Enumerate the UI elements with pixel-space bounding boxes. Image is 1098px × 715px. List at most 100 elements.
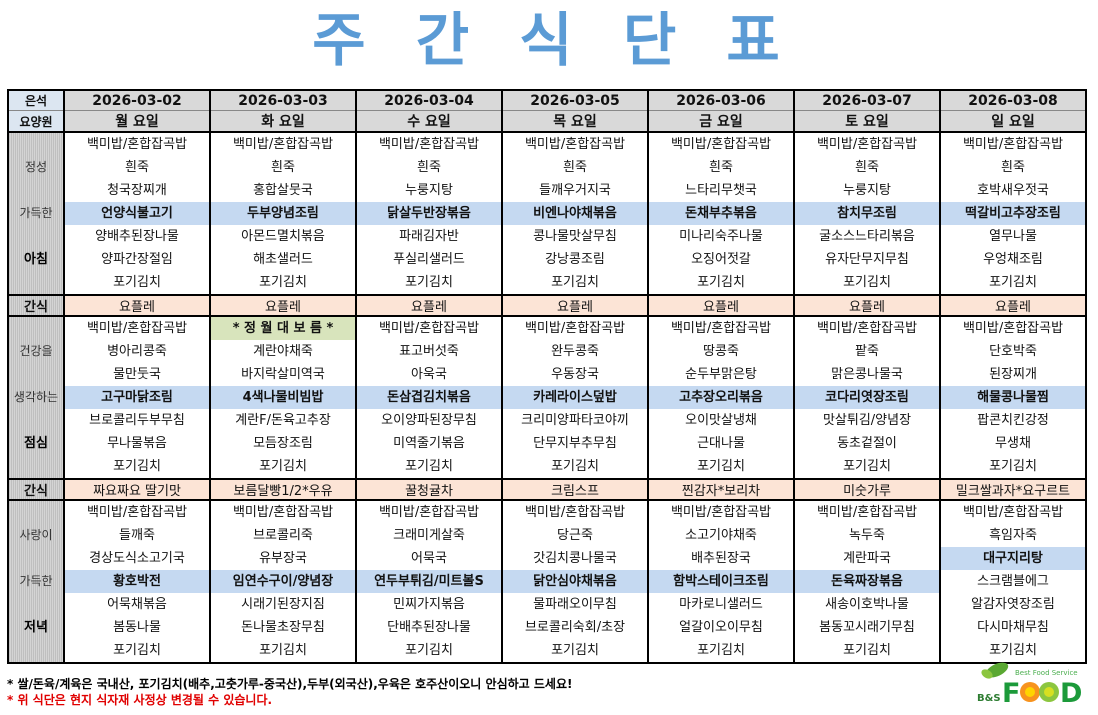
- menu-item: 포기김치: [259, 459, 307, 474]
- menu-item: 돈나물초장무침: [241, 620, 325, 635]
- menu-item: 백미밥/혼합잡곡밥: [86, 321, 188, 336]
- menu-item: 포기김치: [843, 275, 891, 290]
- menu-item: 우동장국: [551, 367, 599, 382]
- menu-item: 해초샐러드: [253, 252, 313, 267]
- main-dish: 떡갈비고추장조림: [942, 202, 1084, 225]
- origin-note: * 쌀/돈육/계육은 국내산, 포기김치(배추,고춧가루-중국산),두부(외국산…: [7, 677, 573, 691]
- day-menu-cell: 백미밥/혼합잡곡밥 흰죽 들깨우거지국 비엔나야채볶음 콩나물맛살무침 강낭콩조림 포기김치: [501, 131, 649, 296]
- meal-label: 저녁: [24, 620, 48, 635]
- menu-item: 콩나물맛살무침: [533, 229, 617, 244]
- menu-item: 백미밥/혼합잡곡밥: [232, 137, 334, 152]
- menu-item: 포기김치: [843, 459, 891, 474]
- meal-row: 사랑이 가득한 저녁 백미밥/혼합잡곡밥 들깨죽 경상도식소고기국 황호박전 어묵채볶음 봄동나…: [7, 499, 1087, 664]
- snack-item: 미숫가루: [793, 478, 941, 501]
- menu-item: 굴소스느타리볶음: [819, 229, 915, 244]
- main-dish: 연두부튀김/미트볼S: [358, 570, 500, 593]
- menu-item: 미역줄기볶음: [393, 436, 465, 451]
- snack-item: 요플레: [793, 294, 941, 317]
- menu-item: 청국장찌개: [107, 183, 167, 198]
- snack-item: 요플레: [501, 294, 649, 317]
- menu-item: 포기김치: [405, 459, 453, 474]
- date-header: 2026-03-07: [793, 89, 941, 111]
- menu-item: 포기김치: [989, 459, 1037, 474]
- snack-item: 찐감자*보리차: [647, 478, 795, 501]
- meal-label: 건강을: [19, 344, 53, 358]
- menu-item: 흰죽: [271, 160, 295, 175]
- menu-item: 흰죽: [1001, 160, 1025, 175]
- snack-item: 요플레: [647, 294, 795, 317]
- day-menu-cell: 백미밥/혼합잡곡밥 팥죽 맑은콩나물국 코다리엿장조림 맛살튀김/양념장 동초겉절이 포기김…: [793, 315, 941, 480]
- meal-label: 아침: [24, 252, 48, 267]
- menu-item: 백미밥/혼합잡곡밥: [524, 137, 626, 152]
- main-dish: 카레라이스덮밥: [504, 386, 646, 409]
- day-menu-cell: 백미밥/혼합잡곡밥 흰죽 느타리무챗국 돈채부추볶음 미나리숙주나물 오징어젓갈 포기김치: [647, 131, 795, 296]
- snack-item: 요플레: [63, 294, 211, 317]
- menu-item: 브로콜리죽: [253, 528, 313, 543]
- snack-item: 요플레: [355, 294, 503, 317]
- snack-item: 요플레: [209, 294, 357, 317]
- menu-item: 열무나물: [989, 229, 1037, 244]
- menu-item: 스크램블에그: [977, 574, 1049, 589]
- menu-item: 무나물볶음: [107, 436, 167, 451]
- menu-item: 배추된장국: [691, 551, 751, 566]
- menu-item: 포기김치: [259, 643, 307, 658]
- menu-item: 포기김치: [113, 643, 161, 658]
- menu-item: 어묵채볶음: [107, 597, 167, 612]
- meal-label: [10, 639, 62, 661]
- weekday-header: 목 요일: [501, 110, 649, 133]
- menu-item: 바지락살미역국: [241, 367, 325, 382]
- menu-item: 흰죽: [855, 160, 879, 175]
- menu-item: 포기김치: [551, 275, 599, 290]
- day-menu-cell: 백미밥/혼합잡곡밥 흰죽 누룽지탕 닭살두반장볶음 파래김자반 푸실리샐러드 포기김치: [355, 131, 503, 296]
- weekday-header: 수 요일: [355, 110, 503, 133]
- main-dish: 해물콩나물찜: [942, 386, 1084, 409]
- bs-food-logo: Best Food Service B&S F D: [977, 662, 1082, 705]
- menu-item: 민찌가지볶음: [393, 597, 465, 612]
- svg-text:B&S: B&S: [977, 693, 1001, 704]
- menu-item: 순두부맑은탕: [685, 367, 757, 382]
- day-menu-cell: 백미밥/혼합잡곡밥 흰죽 호박새우젓국 떡갈비고추장조림 열무나물 우엉채조림 포기김치: [939, 131, 1087, 296]
- menu-item: 포기김치: [259, 275, 307, 290]
- main-dish: 언양식불고기: [66, 202, 208, 225]
- menu-item: 땅콩죽: [703, 344, 739, 359]
- menu-item: 녹두죽: [849, 528, 885, 543]
- menu-item: 아몬드멸치볶음: [241, 229, 325, 244]
- main-dish: 돈삼겹김치볶음: [358, 386, 500, 409]
- menu-item: 단호박죽: [989, 344, 1037, 359]
- weekly-menu-table: 은석 2026-03-02 2026-03-03 2026-03-04 2026-03-…: [7, 89, 1087, 664]
- day-menu-cell: 백미밥/혼합잡곡밥 녹두죽 계란파국 돈육짜장볶음 새송이호박나물 봄동꼬시래기무침 포기김…: [793, 499, 941, 664]
- menu-item: 누룽지탕: [405, 183, 453, 198]
- menu-item: 계란야채죽: [253, 344, 313, 359]
- meal-label: [10, 225, 62, 248]
- weekday-header: 월 요일: [63, 110, 211, 133]
- day-menu-cell: 백미밥/혼합잡곡밥 완두콩죽 우동장국 카레라이스덮밥 크리미양파타코야끼 단무지부추무침…: [501, 315, 649, 480]
- menu-item: 오징어젓갈: [691, 252, 751, 267]
- menu-item: 백미밥/혼합잡곡밥: [816, 321, 918, 336]
- menu-item: 포기김치: [405, 275, 453, 290]
- page-title: 주 간 식 단 표: [312, 6, 786, 74]
- menu-item: 백미밥/혼합잡곡밥: [670, 137, 772, 152]
- day-menu-cell: 백미밥/혼합잡곡밥 땅콩죽 순두부맑은탕 고추장오리볶음 오이맛살냉채 근대나물 포기김치: [647, 315, 795, 480]
- menu-item: 백미밥/혼합잡곡밥: [232, 505, 334, 520]
- menu-item: 당근죽: [557, 528, 593, 543]
- date-header: 2026-03-06: [647, 89, 795, 111]
- meal-row: 정성 가득한 아침 백미밥/혼합잡곡밥 흰죽 청국장찌개 언양식불고기 양배추된장나물 양파간장…: [7, 131, 1087, 296]
- svg-text:D: D: [1060, 678, 1082, 705]
- menu-item: 유자단무지무침: [825, 252, 909, 267]
- menu-item: 오이맛살냉채: [685, 413, 757, 428]
- main-dish: 황호박전: [66, 570, 208, 593]
- menu-item: 들깨죽: [119, 528, 155, 543]
- menu-item: 누룽지탕: [843, 183, 891, 198]
- menu-item: 흰죽: [563, 160, 587, 175]
- menu-item: 백미밥/혼합잡곡밥: [378, 137, 480, 152]
- date-header: 2026-03-03: [209, 89, 357, 111]
- meal-label: [10, 271, 62, 293]
- leaf-icon: [981, 662, 1009, 679]
- menu-item: 흰죽: [125, 160, 149, 175]
- menu-item: 무생채: [995, 436, 1031, 451]
- date-header: 2026-03-02: [63, 89, 211, 111]
- menu-item: 팥죽: [855, 344, 879, 359]
- day-menu-cell: 백미밥/혼합잡곡밥 크래미게살죽 어묵국 연두부튀김/미트볼S 민찌가지볶음 단배추된장나…: [355, 499, 503, 664]
- menu-item: 백미밥/혼합잡곡밥: [816, 137, 918, 152]
- menu-item: 알감자엿장조림: [971, 597, 1055, 612]
